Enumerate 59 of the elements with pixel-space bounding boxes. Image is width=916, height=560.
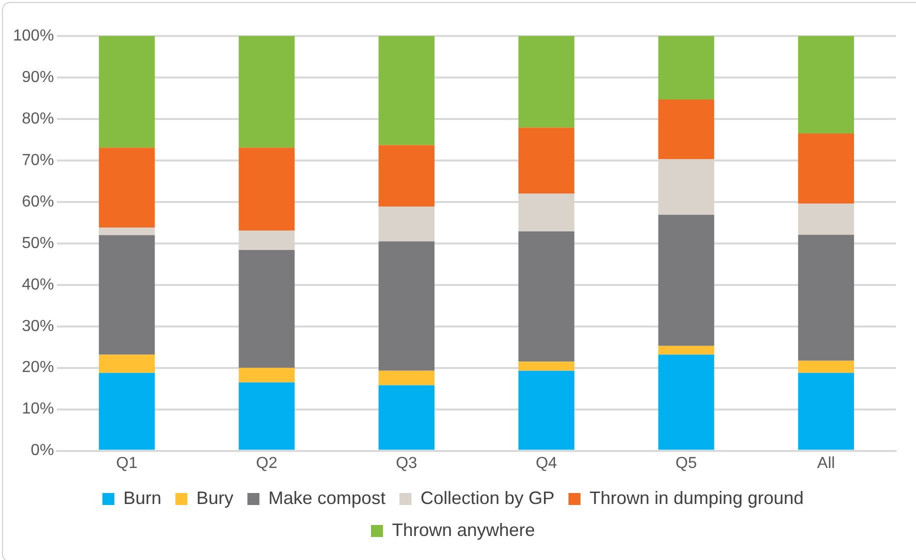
bar <box>98 354 155 373</box>
bar <box>798 360 854 373</box>
bar <box>798 36 854 134</box>
bar <box>798 234 854 361</box>
bar <box>518 128 574 194</box>
bar <box>98 36 155 148</box>
bar <box>378 385 435 450</box>
bar <box>378 370 435 386</box>
bar <box>238 250 295 368</box>
x-tick-label: Q3 <box>396 454 418 472</box>
y-tick-label: 30% <box>22 318 54 335</box>
legend-label: Bury <box>196 488 234 508</box>
x-tick-label: Q2 <box>256 454 278 472</box>
x-tick-label: Q5 <box>676 454 698 472</box>
bar <box>518 231 574 362</box>
y-tick-label: 10% <box>22 400 54 418</box>
bar <box>518 36 574 128</box>
x-tick-label: Q4 <box>536 454 558 472</box>
bar <box>98 235 155 355</box>
y-tick-label: 60% <box>22 193 54 210</box>
bar <box>238 230 295 250</box>
x-tick-label: All <box>817 454 835 472</box>
x-tick-label: Q1 <box>116 454 138 472</box>
legend-label: Thrown anywhere <box>392 520 536 540</box>
bar <box>238 368 295 382</box>
bar <box>378 36 435 146</box>
y-tick-label: 90% <box>22 68 54 86</box>
bar <box>518 370 574 450</box>
y-tick-label: 80% <box>22 110 54 128</box>
y-tick-label: 50% <box>22 234 54 252</box>
legend-label: Collection by GP <box>420 488 555 508</box>
bar <box>98 228 155 236</box>
bar <box>658 99 714 160</box>
bar <box>798 204 854 235</box>
bar <box>518 194 574 232</box>
bar <box>798 133 854 204</box>
y-tick-label: 0% <box>30 442 54 460</box>
legend-label: Make compost <box>268 488 386 508</box>
bar <box>378 145 435 206</box>
bar <box>238 36 295 148</box>
bar <box>378 206 435 242</box>
bar <box>238 382 295 450</box>
y-tick-label: 40% <box>22 276 54 294</box>
bar <box>658 354 714 450</box>
bar <box>518 362 574 371</box>
bar <box>658 159 714 215</box>
bar <box>658 214 714 346</box>
bar <box>658 346 714 355</box>
legend-label: Burn <box>123 488 162 508</box>
bar <box>378 241 435 371</box>
bar <box>98 372 155 450</box>
bar <box>798 372 854 450</box>
y-tick-label: 70% <box>22 152 54 169</box>
y-tick-label: 20% <box>22 359 54 376</box>
legend-label: Thrown in dumping ground <box>590 488 804 508</box>
bar <box>658 36 714 100</box>
bar <box>238 148 295 231</box>
bar <box>98 148 155 228</box>
y-tick-label: 100% <box>13 27 54 44</box>
